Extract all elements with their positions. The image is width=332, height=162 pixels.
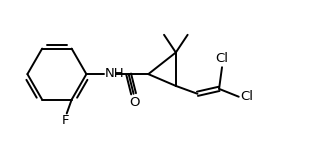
Text: Cl: Cl	[241, 90, 254, 103]
Text: NH: NH	[105, 67, 125, 80]
Text: Cl: Cl	[215, 52, 228, 65]
Text: O: O	[129, 96, 140, 109]
Text: F: F	[62, 114, 69, 127]
